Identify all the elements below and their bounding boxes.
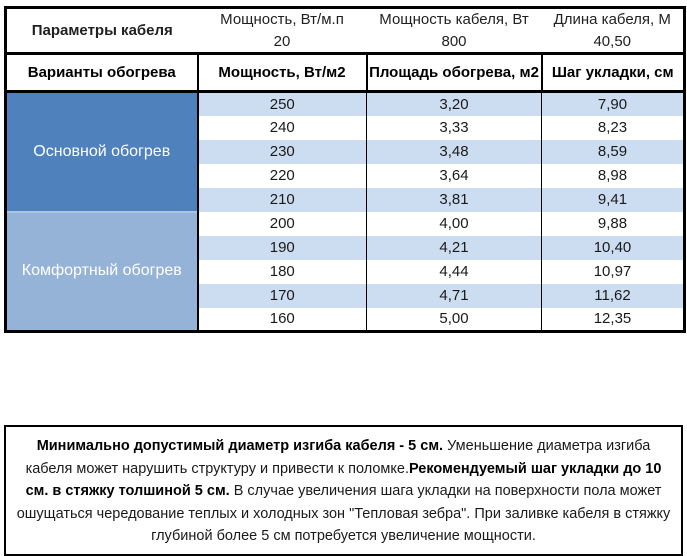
cell-area: 3,33 [366, 115, 542, 140]
data-row: 170 4,71 11,62 [6, 283, 685, 308]
header-spacing: Шаг укладки, см [540, 52, 685, 93]
param-value-power-per-m: 20 [273, 32, 291, 50]
cell-spacing: 10,97 [541, 259, 685, 284]
data-row: 180 4,44 10,97 [6, 259, 685, 284]
section-label-main-heating: Основной обогрев [5, 91, 199, 212]
cell-power: 230 [197, 139, 367, 164]
cell-power: 200 [269, 215, 295, 232]
param-col-label: Мощность кабеля, Вт [379, 11, 529, 29]
cell-spacing: 9,41 [541, 187, 685, 212]
param-col-label: Мощность, Вт/м.п [220, 11, 344, 29]
cell-spacing: 8,98 [541, 163, 685, 188]
cell-spacing: 9,88 [541, 211, 685, 236]
param-values-row: 20 800 40,50 [6, 31, 685, 54]
cell-power: 220 [269, 167, 295, 184]
cell-power: 210 [197, 187, 367, 212]
note-segment: Уменьшение диаметра изгиба кабеля может … [25, 438, 651, 477]
cell-area: 3,48 [366, 139, 542, 164]
param-table-title: Параметры кабеля [31, 22, 173, 39]
heating-header-row: Варианты обогрева Мощность, Вт/м2 Площад… [5, 52, 685, 93]
param-value-cable-length: 40,50 [593, 32, 632, 50]
data-row: Комфортный обогрев 200 4,00 9,88 [5, 210, 685, 332]
data-row: Основной обогрев 250 3,20 7,90 [5, 91, 685, 212]
cell-area: 4,71 [366, 283, 542, 308]
cell-spacing: 7,90 [541, 91, 685, 116]
cell-spacing: 11,62 [541, 283, 685, 308]
cell-power: 160 [269, 310, 295, 328]
cell-spacing: 12,35 [541, 307, 685, 332]
cell-power: 240 [269, 119, 295, 136]
data-row: 230 3,48 8,59 [6, 139, 685, 164]
param-labels-row: Параметры кабеля Мощность, Вт/м.п Мощнос… [6, 8, 685, 39]
cell-area: 4,00 [366, 211, 542, 236]
header-power: Мощность, Вт/м2 [196, 52, 367, 93]
data-row: 190 4,21 10,40 [6, 235, 685, 260]
data-row: 240 3,33 8,23 [6, 115, 685, 140]
cell-area: 5,00 [366, 307, 542, 332]
cell-power: 170 [197, 283, 367, 308]
note-segment: В случае увеличения шага укладки на пове… [16, 483, 671, 544]
param-value-cable-power: 800 [441, 32, 467, 50]
data-row: 220 3,64 8,98 [6, 163, 685, 188]
note-segment-bold: Рекомендуемый шаг укладки до 10 см. в ст… [25, 460, 662, 500]
note-segment-bold: Минимально допустимый диаметр изгиба каб… [36, 438, 444, 454]
cell-power: 180 [269, 263, 295, 280]
cell-power: 250 [197, 91, 367, 116]
cell-spacing: 10,40 [541, 235, 685, 260]
cell-area: 4,21 [366, 235, 542, 260]
cell-spacing: 8,23 [541, 115, 685, 140]
header-heating-variants: Варианты обогрева [5, 52, 198, 93]
param-col-label: Длина кабеля, М [553, 11, 671, 29]
section-label-comfort-heating: Комфортный обогрев [5, 210, 199, 332]
cell-area: 3,81 [366, 187, 542, 212]
cell-power: 190 [197, 235, 367, 260]
cell-area: 3,64 [366, 163, 542, 188]
cell-spacing: 8,59 [541, 139, 685, 164]
header-area: Площадь обогрева, м2 [365, 52, 542, 93]
installation-note: Минимально допустимый диаметр изгиба каб… [4, 425, 683, 556]
cable-parameters-table: Параметры кабеля Мощность, Вт/м.п Мощнос… [4, 6, 686, 333]
data-row: 210 3,81 9,41 [6, 187, 685, 212]
cell-area: 4,44 [366, 259, 542, 284]
cell-area: 3,20 [366, 91, 542, 116]
data-row: 160 5,00 12,35 [6, 307, 685, 332]
